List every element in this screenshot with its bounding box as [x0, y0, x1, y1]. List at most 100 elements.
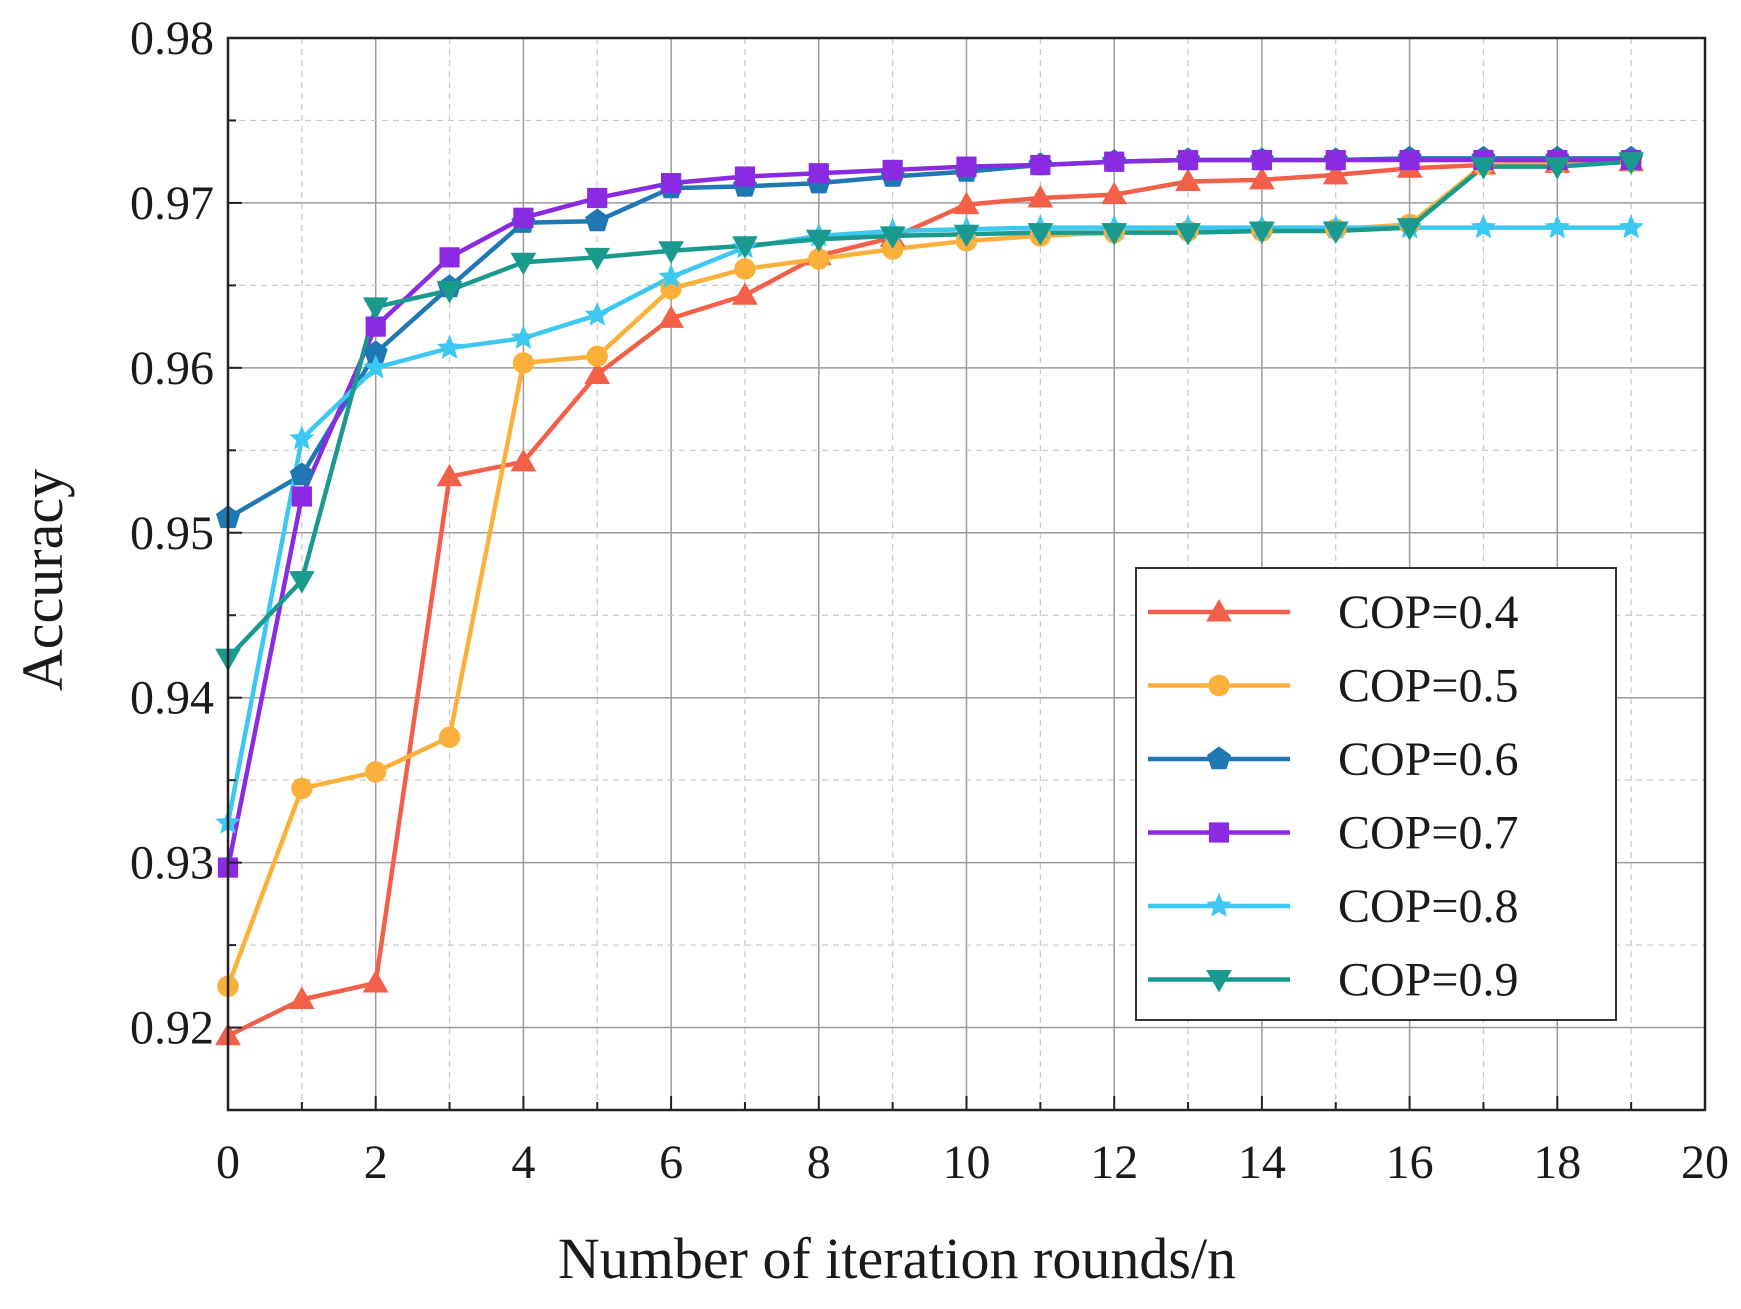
data-point-marker — [584, 361, 611, 384]
data-point-marker — [439, 247, 460, 268]
data-point-marker — [1618, 152, 1645, 175]
data-point-marker — [1027, 223, 1054, 246]
data-point-marker — [1322, 161, 1349, 185]
series-line-2 — [225, 159, 1632, 988]
data-point-marker — [288, 571, 315, 594]
data-point-marker — [658, 305, 684, 328]
data-point-marker — [808, 163, 829, 184]
data-point-marker — [1470, 157, 1497, 180]
data-point-marker — [587, 187, 608, 209]
data-point-marker — [805, 229, 832, 253]
data-point-marker — [734, 258, 756, 280]
x-tick-label: 14 — [1238, 1136, 1286, 1189]
x-tick-label: 2 — [364, 1136, 388, 1189]
x-tick-label: 6 — [659, 1136, 683, 1189]
data-point-marker — [585, 208, 610, 232]
series-lines — [225, 156, 1632, 1038]
data-point-marker — [879, 226, 906, 249]
legend-label: COP=0.4 — [1338, 586, 1518, 639]
data-point-marker — [1396, 218, 1423, 241]
data-point-marker — [953, 191, 980, 215]
series-line-1 — [227, 159, 1632, 1038]
data-point-marker — [288, 986, 315, 1010]
x-tick-label: 12 — [1090, 1136, 1138, 1189]
data-point-marker — [1206, 892, 1232, 917]
data-point-marker — [732, 236, 758, 259]
legend-label: COP=0.8 — [1338, 880, 1518, 933]
data-point-marker — [362, 297, 389, 320]
data-point-marker — [661, 173, 682, 194]
data-point-marker — [1322, 221, 1349, 244]
legend: COP=0.4 COP=0.5 COP=0.6 COP=0.7 COP=0.8 COP=0… — [1135, 567, 1617, 1021]
axis-ticks — [227, 37, 1706, 1110]
data-point-marker — [1325, 149, 1346, 171]
data-point-marker — [289, 425, 315, 450]
data-point-marker — [1101, 223, 1128, 246]
data-point-marker — [436, 463, 463, 487]
y-axis-title: Accuracy — [10, 469, 75, 691]
legend-item: COP=0.4 — [1148, 586, 1518, 639]
data-point-marker — [1618, 214, 1644, 239]
data-point-marker — [1175, 168, 1201, 191]
legend-box — [1135, 567, 1617, 1021]
data-point-marker — [362, 970, 389, 993]
data-point-marker — [1249, 166, 1275, 190]
data-point-marker — [291, 486, 312, 507]
data-point-marker — [1208, 822, 1230, 843]
data-point-marker — [1206, 746, 1232, 770]
y-tick-label: 0.92 — [130, 1002, 214, 1055]
x-tick-label: 10 — [943, 1136, 991, 1189]
data-point-marker — [882, 159, 903, 181]
data-point-marker — [365, 316, 386, 337]
data-point-marker — [1030, 154, 1051, 176]
data-point-marker — [1104, 151, 1125, 172]
data-point-marker — [1249, 221, 1275, 244]
legend-label: COP=0.6 — [1338, 733, 1518, 786]
data-point-marker — [510, 324, 537, 349]
series-line-6 — [226, 159, 1632, 660]
data-point-marker — [1101, 181, 1128, 205]
data-point-marker — [1208, 674, 1230, 697]
legend-item: COP=0.8 — [1148, 880, 1518, 933]
data-point-marker — [732, 282, 758, 305]
y-tick-label: 0.94 — [130, 672, 214, 725]
data-point-marker — [510, 448, 537, 472]
data-point-marker — [658, 263, 684, 288]
data-point-marker — [1470, 214, 1497, 239]
data-point-marker — [584, 247, 611, 271]
data-point-marker — [956, 156, 977, 177]
x-tick-label: 0 — [216, 1136, 240, 1189]
data-point-marker — [510, 252, 537, 276]
series-line-4 — [225, 157, 1632, 869]
series-line-3 — [226, 156, 1632, 520]
data-point-marker — [658, 241, 684, 264]
y-tick-label: 0.95 — [130, 507, 214, 560]
legend-label: COP=0.5 — [1338, 660, 1518, 713]
data-point-marker — [1177, 149, 1199, 171]
data-point-marker — [513, 207, 534, 228]
data-point-marker — [953, 224, 980, 248]
data-point-marker — [734, 166, 756, 187]
data-point-marker — [512, 352, 535, 374]
data-point-marker — [436, 280, 463, 304]
legend-item: COP=0.6 — [1148, 733, 1518, 786]
x-tick-label: 8 — [807, 1136, 831, 1189]
data-point-marker — [363, 354, 389, 379]
data-point-marker — [1175, 223, 1201, 246]
x-tick-label: 20 — [1681, 1136, 1729, 1189]
data-point-marker — [586, 345, 608, 368]
data-point-marker — [438, 726, 461, 748]
y-tick-label: 0.93 — [130, 837, 214, 890]
x-tick-label: 4 — [511, 1136, 535, 1189]
data-point-marker — [1399, 149, 1420, 171]
data-point-marker — [1544, 214, 1570, 239]
legend-item: COP=0.7 — [1148, 807, 1518, 860]
x-tick-label: 16 — [1386, 1136, 1434, 1189]
y-tick-label: 0.96 — [130, 342, 214, 395]
data-point-marker — [365, 761, 387, 783]
data-point-marker — [436, 334, 463, 359]
x-tick-label: 18 — [1533, 1136, 1581, 1189]
data-point-marker — [1206, 970, 1232, 993]
y-tick-label: 0.98 — [130, 12, 214, 65]
